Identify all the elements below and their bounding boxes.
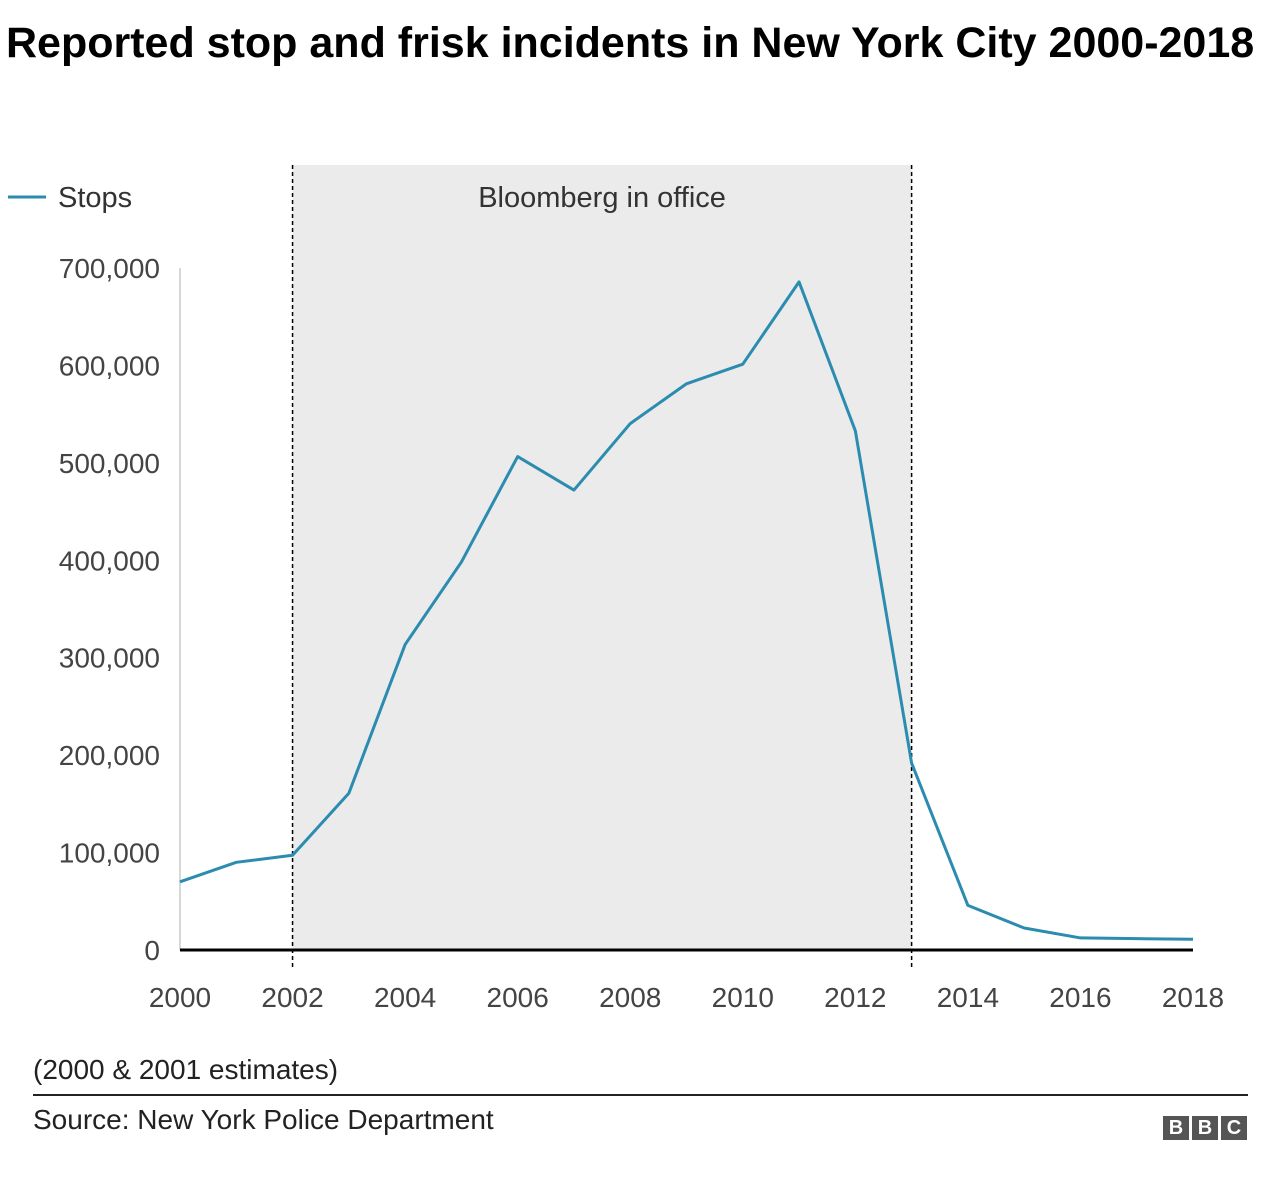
y-tick-label: 700,000 (59, 253, 160, 284)
annotation-label: Bloomberg in office (478, 182, 726, 214)
x-tick-label: 2010 (712, 982, 774, 1013)
x-tick-label: 2008 (599, 982, 661, 1013)
x-tick-label: 2012 (824, 982, 886, 1013)
line-chart: Bloomberg in office Stops 0 100,000 200,000 3… (8, 165, 1224, 1013)
y-tick-label: 300,000 (59, 643, 160, 674)
x-tick-label: 2006 (487, 982, 549, 1013)
y-tick-label: 600,000 (59, 350, 160, 381)
x-tick-label: 2014 (937, 982, 999, 1013)
x-tick-label: 2018 (1162, 982, 1224, 1013)
y-tick-label: 100,000 (59, 838, 160, 869)
y-tick-label: 0 (144, 935, 160, 966)
bloomberg-shaded-region (292, 165, 912, 950)
legend-label: Stops (58, 182, 132, 214)
x-tick-label: 2016 (1049, 982, 1111, 1013)
source-text: Source: New York Police Department (33, 1104, 494, 1135)
x-tick-label: 2002 (261, 982, 323, 1013)
divider (33, 1094, 1248, 1096)
estimate-note: (2000 & 2001 estimates) (33, 1054, 339, 1085)
y-tick-label: 400,000 (59, 545, 160, 576)
bbc-logo-letter: B (1163, 1116, 1189, 1140)
x-tick-label: 2004 (374, 982, 436, 1013)
bbc-logo-letter: B (1192, 1116, 1218, 1140)
bbc-logo-letter: C (1221, 1116, 1247, 1140)
x-tick-label: 2000 (149, 982, 211, 1013)
y-tick-label: 200,000 (59, 740, 160, 771)
chart-title: Reported stop and frisk incidents in New… (6, 19, 1255, 67)
y-tick-label: 500,000 (59, 448, 160, 479)
